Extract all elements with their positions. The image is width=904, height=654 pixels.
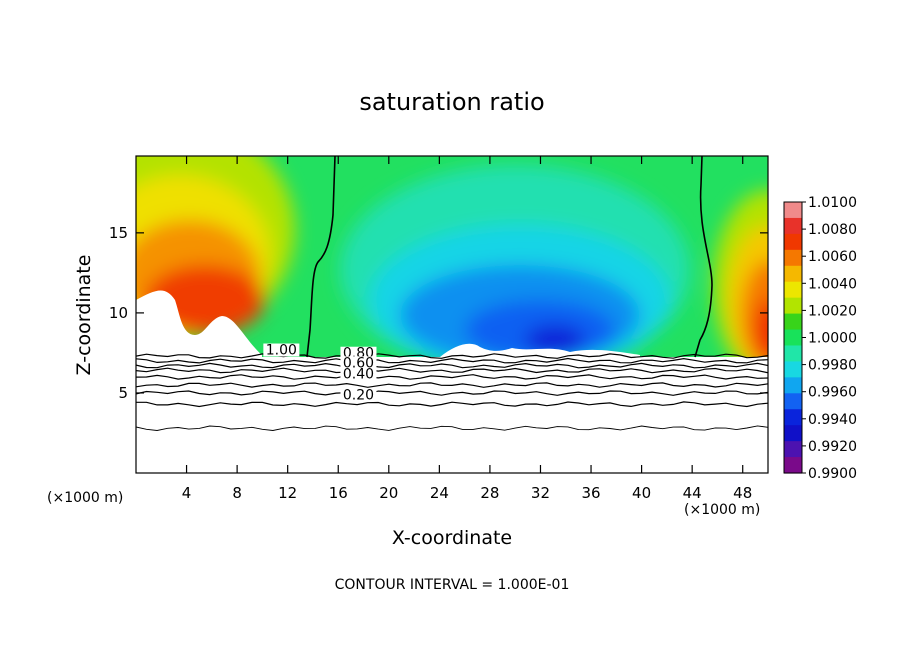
colorbar-swatch [784,265,802,283]
colorbar-label: 0.9960 [808,385,857,401]
saturation-field [136,156,768,473]
contour-label: 0.60 [343,355,374,371]
colorbar-label: 1.0100 [808,195,857,211]
x-tick-label: 8 [232,484,242,502]
y-tick-label: 15 [109,224,128,242]
colorbar-label: 0.9900 [808,466,857,482]
contour-label: 0.40 [343,367,374,383]
x-tick-label: 32 [531,484,550,502]
horizontal-contours [136,353,768,431]
contour-line [136,353,768,359]
field-white-left [136,290,262,357]
x-tick-label: 44 [683,484,702,502]
contour-labels: 1.00 0.800.600.400.20 [263,343,377,403]
x-tick-label: 16 [329,484,348,502]
field-white-base [440,343,640,357]
contour-label-bg [340,356,377,370]
chart-title: saturation ratio [359,88,545,116]
colorbar-swatch [784,217,802,235]
colorbar-swatch [784,377,802,394]
colorbar-swatch [784,425,802,442]
colorbar-label: 1.0080 [808,222,857,238]
colorbar-label: 1.0060 [808,249,857,265]
colorbar-label: 1.0020 [808,303,857,319]
contour-line [136,362,768,369]
plot-frame [135,155,769,474]
y-axis-label: Z-coordinate [73,254,95,376]
contour-1.00-right [694,156,713,358]
colorbar [783,201,806,474]
contour-line [136,390,768,396]
x-tick-label: 36 [581,484,600,502]
contour-label-bg [263,343,300,357]
x-unit-label: (×1000 m) [47,490,124,506]
colorbar-swatch [784,409,802,426]
colorbar-label: 0.9920 [808,439,857,455]
contour-lines [306,156,713,358]
field-darkblue [525,325,585,355]
x-tick-label: 24 [430,484,449,502]
contour-line [136,357,768,364]
contour-label: 0.20 [343,387,374,403]
x-tick-label: 4 [182,484,192,502]
contour-line [136,382,768,388]
contour-1.00-left [306,156,336,358]
colorbar-label: 0.9980 [808,358,857,374]
colorbar-swatch [784,329,802,347]
colorbar-swatch [784,441,802,458]
field-blobs [136,156,768,380]
colorbar-swatch [784,361,802,378]
colorbar-swatch [784,249,802,267]
colorbar-swatch [784,313,802,331]
colorbar-swatch [784,457,802,474]
colorbar-label: 1.0040 [808,276,857,292]
x-axis-label: X-coordinate [391,527,513,549]
field-white-below [136,357,768,473]
x-tick-label: 48 [733,484,752,502]
x-unit-label-right: (×1000 m) [684,502,761,518]
colorbar-swatch [784,393,802,410]
y-tick-label: 5 [118,384,128,402]
contour-label-bg [340,367,377,381]
contour-label: 1.00 [266,343,297,359]
colorbar-swatch [784,233,802,251]
contour-line [136,367,768,374]
contour-interval-note: CONTOUR INTERVAL = 1.000E-01 [334,577,570,593]
colorbar-labels: 1.0100 1.0080 1.0060 1.0040 1.0020 1.0000 0.99… [808,195,857,482]
field-red-right [754,300,768,360]
colorbar-swatch [784,202,802,219]
x-tick-label: 28 [480,484,499,502]
y-tick-label: 10 [109,304,128,322]
colorbar-label: 0.9940 [808,412,857,428]
axis-ticks [136,156,768,473]
contour-label-bg [340,388,377,402]
colorbar-label: 1.0000 [808,331,857,347]
x-tick-label: 20 [379,484,398,502]
colorbar-swatch [784,297,802,315]
colorbar-swatch [784,281,802,299]
contour-line [136,401,768,408]
x-tick-label: 12 [278,484,297,502]
colorbar-swatch [784,345,802,363]
x-tick-label: 40 [632,484,651,502]
contour-line [136,374,768,380]
contour-line [136,425,768,431]
